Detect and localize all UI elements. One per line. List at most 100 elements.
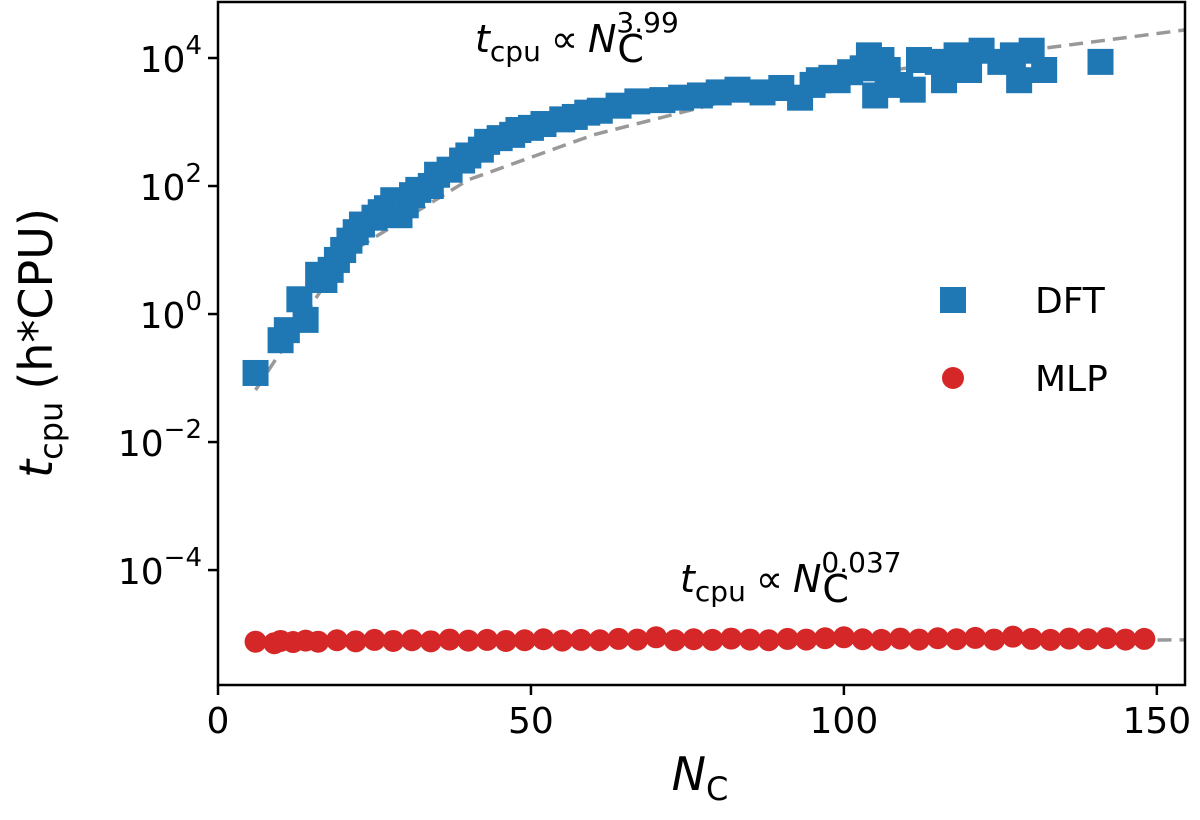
data-point (382, 629, 405, 652)
data-point (832, 626, 855, 649)
data-point (325, 629, 348, 652)
data-point (1006, 67, 1033, 94)
data-point (626, 628, 649, 651)
data-point (513, 629, 536, 652)
y-label-subscript: cpu (32, 402, 70, 460)
y-tick-base: 10 (118, 424, 164, 465)
data-point (1087, 48, 1114, 75)
data-point (889, 627, 912, 650)
data-point (307, 630, 330, 653)
data-point (964, 626, 987, 649)
data-point (795, 628, 818, 651)
anno-exponent: 0.037 (821, 546, 901, 579)
y-axis-label: tcpu (h*CPU) (9, 208, 70, 478)
y-tick-base: 10 (118, 552, 164, 593)
x-tick-label: 100 (810, 701, 879, 742)
y-tick-base: 10 (140, 168, 186, 209)
data-point (242, 359, 269, 386)
data-point (663, 629, 686, 652)
data-point (607, 627, 630, 650)
annotation: tcpu ∝ N0.037 (680, 546, 902, 608)
data-point (551, 629, 574, 652)
x-tick-label: 0 (207, 701, 230, 742)
y-tick-exponent: 4 (185, 31, 202, 61)
anno-relation: ∝ (756, 557, 783, 601)
annotation: tcpu ∝ N3.99 (475, 6, 679, 68)
legend: DFT MLP (940, 281, 1108, 400)
y-tick-exponent: 0 (185, 287, 202, 317)
data-point (570, 628, 593, 651)
data-point (1058, 627, 1081, 650)
data-point (494, 629, 517, 652)
data-point (739, 628, 762, 651)
data-point (862, 82, 889, 109)
y-tick-exponent: 2 (185, 159, 202, 189)
y-tick-label: 10−4 (118, 543, 202, 593)
legend-label: MLP (1035, 359, 1108, 400)
data-point (814, 627, 837, 650)
data-point (1039, 628, 1062, 651)
y-tick-label: 104 (140, 31, 202, 81)
x-label-symbol: N (672, 747, 706, 801)
anno-exponent: 3.99 (616, 6, 678, 39)
data-point (983, 628, 1006, 651)
anno-t: t (680, 557, 697, 601)
data-point (476, 628, 499, 651)
data-point (757, 629, 780, 652)
y-tick-exponent: −4 (164, 543, 202, 573)
x-axis-label: NC (672, 747, 729, 808)
data-point (363, 628, 386, 651)
legend-marker (940, 287, 966, 313)
points (242, 37, 1156, 655)
data-point (907, 628, 930, 651)
anno-t-sub: cpu (695, 575, 746, 608)
data-point (899, 76, 926, 103)
data-point (1020, 627, 1043, 650)
data-point (1114, 628, 1137, 651)
fit-lines (254, 28, 1186, 645)
y-tick-exponent: −2 (164, 415, 202, 445)
data-point (701, 628, 724, 651)
y-label-unit: (h*CPU) (9, 208, 63, 390)
data-point (724, 76, 751, 103)
data-point (1133, 627, 1156, 650)
anno-t: t (475, 17, 492, 61)
x-label-subscript: C (706, 770, 728, 808)
x-tick-label: 50 (508, 701, 554, 742)
data-point (645, 626, 668, 649)
anno-t-sub: cpu (490, 35, 541, 68)
data-point (244, 630, 267, 653)
data-point (401, 629, 424, 652)
anno-n: N (588, 17, 616, 61)
y-tick-label: 102 (140, 159, 202, 209)
data-point (457, 629, 480, 652)
data-point (1001, 625, 1024, 648)
data-point (438, 628, 461, 651)
y-tick-label: 100 (140, 287, 202, 337)
anno-relation: ∝ (551, 17, 578, 61)
data-point (532, 628, 555, 651)
data-point (588, 629, 611, 652)
y-label-symbol: t (9, 458, 63, 478)
data-point (1031, 56, 1058, 83)
x-tick-label: 150 (1122, 701, 1191, 742)
data-point (720, 627, 743, 650)
data-point (1076, 628, 1099, 651)
anno-n: N (793, 557, 821, 601)
data-point (1095, 627, 1118, 650)
data-point (931, 67, 958, 94)
data-point (851, 628, 874, 651)
anno-n-sub: C (617, 27, 644, 71)
data-point (870, 628, 893, 651)
anno-n-sub: C (822, 567, 849, 611)
data-point (419, 630, 442, 653)
y-tick-base: 10 (140, 296, 186, 337)
data-point (926, 627, 949, 650)
plot-frame (216, 0, 1187, 687)
data-point (776, 627, 799, 650)
data-point (292, 306, 319, 333)
